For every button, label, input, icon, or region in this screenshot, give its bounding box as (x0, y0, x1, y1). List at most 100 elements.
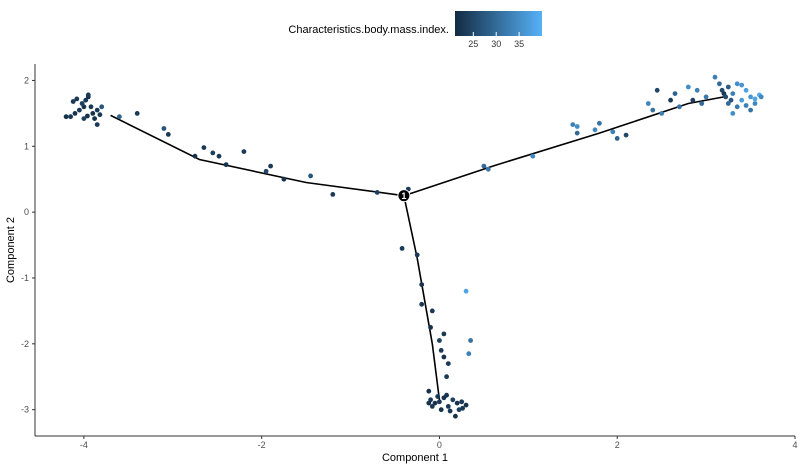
x-tick-label: -2 (258, 440, 266, 450)
data-point (437, 338, 442, 343)
data-point (435, 394, 441, 399)
data-point (450, 397, 456, 403)
data-point (460, 405, 465, 411)
data-point (268, 163, 273, 169)
data-point (690, 97, 696, 103)
data-point (72, 111, 78, 116)
data-point (485, 166, 491, 172)
data-point (94, 107, 100, 113)
data-point (419, 282, 425, 287)
data-point (94, 122, 100, 127)
root-node: 1 (397, 189, 411, 203)
data-point (703, 94, 709, 100)
data-point (83, 97, 89, 103)
data-point (374, 190, 380, 195)
data-point (717, 81, 722, 87)
data-point (85, 92, 91, 98)
data-point (90, 111, 96, 116)
data-point (134, 111, 140, 116)
data-point (459, 399, 465, 405)
data-point (748, 94, 753, 100)
data-point (263, 168, 269, 174)
data-point (743, 87, 749, 93)
data-point (672, 91, 678, 96)
data-point (165, 132, 171, 137)
y-tick-label: -1 (21, 273, 29, 283)
data-point (308, 173, 313, 179)
y-tick-label: 2 (24, 75, 29, 85)
data-point (68, 114, 73, 120)
data-point (444, 392, 449, 398)
data-point (70, 99, 76, 104)
y-axis-title: Component 2 (5, 217, 17, 283)
data-point (210, 150, 216, 156)
data-point (758, 94, 764, 100)
data-point (192, 153, 198, 159)
data-point (730, 91, 736, 96)
trajectory-branches (110, 96, 725, 400)
data-point (650, 107, 656, 113)
data-point (677, 104, 682, 110)
data-point (441, 354, 447, 360)
data-point (426, 388, 432, 394)
data-point (97, 112, 103, 118)
data-point (88, 104, 94, 110)
data-point (161, 126, 167, 131)
legend-tick-label: 30 (491, 39, 501, 49)
data-point (654, 87, 660, 93)
data-point (725, 101, 731, 106)
y-tick-label: -2 (21, 339, 29, 349)
root-node-label: 1 (401, 191, 406, 201)
data-point (463, 288, 469, 294)
data-point (730, 111, 736, 116)
x-tick-label: 0 (437, 440, 442, 450)
y-tick-label: 1 (24, 141, 29, 151)
x-tick-label: -4 (80, 440, 88, 450)
data-point (201, 145, 207, 151)
legend-tick-label: 25 (468, 39, 478, 49)
data-point (610, 129, 616, 135)
trajectory-branch-2 (403, 96, 725, 197)
data-point (429, 404, 435, 409)
data-point (399, 246, 405, 251)
data-point (77, 107, 82, 113)
data-point (734, 81, 740, 87)
legend-tick-label: 35 (514, 39, 524, 49)
data-point (712, 74, 718, 80)
data-point (694, 87, 700, 93)
data-point (530, 153, 536, 159)
data-point (748, 107, 753, 113)
data-point (438, 348, 444, 353)
data-point (414, 252, 420, 258)
data-point (739, 97, 745, 103)
data-point (463, 402, 469, 408)
data-point (438, 407, 444, 413)
data-point (429, 308, 435, 314)
x-tick-label: 4 (792, 440, 797, 450)
x-axis-title: Component 1 (382, 452, 448, 464)
x-tick-label: 2 (615, 440, 620, 450)
data-point (216, 153, 222, 159)
data-point (81, 116, 87, 121)
data-point (444, 374, 449, 380)
data-point (223, 162, 229, 168)
data-point (728, 97, 734, 103)
data-point (428, 325, 433, 330)
data-point (570, 122, 576, 127)
data-point (117, 114, 122, 120)
data-point (419, 301, 425, 307)
data-point (445, 404, 451, 409)
data-point (63, 114, 69, 120)
data-point (481, 163, 487, 169)
data-point (685, 84, 691, 90)
data-point (330, 192, 336, 197)
data-point (441, 331, 447, 337)
data-point (426, 400, 432, 406)
data-point (468, 338, 473, 343)
data-point (752, 101, 758, 106)
data-point (723, 94, 729, 100)
data-point (597, 120, 602, 126)
data-point (281, 176, 287, 182)
data-point (574, 124, 580, 129)
